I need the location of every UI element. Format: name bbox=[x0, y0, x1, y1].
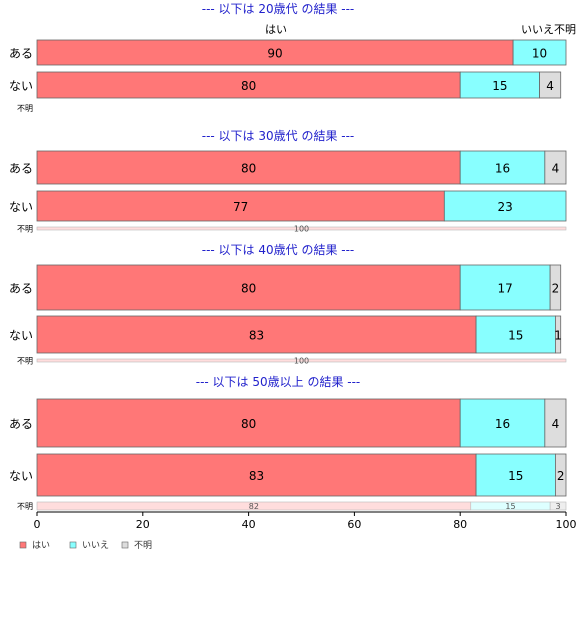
data-label: 4 bbox=[546, 79, 554, 93]
panel-title: --- 以下は 30歳代 の結果 --- bbox=[202, 129, 355, 143]
row-label: ない bbox=[9, 79, 33, 93]
data-label: 90 bbox=[267, 47, 282, 61]
row-label: 不明 bbox=[17, 104, 33, 113]
data-label: 15 bbox=[492, 79, 507, 93]
row-label: ある bbox=[9, 282, 33, 296]
panel-title: --- 以下は 20歳代 の結果 --- bbox=[202, 2, 355, 16]
data-label: 80 bbox=[241, 79, 256, 93]
data-label: 23 bbox=[498, 200, 513, 214]
data-label: 80 bbox=[241, 417, 256, 431]
data-label: 10 bbox=[532, 47, 547, 61]
bar-segment bbox=[555, 315, 562, 354]
bar-segment bbox=[36, 226, 567, 231]
bar-segment bbox=[36, 453, 477, 497]
x-tick-label: 0 bbox=[34, 518, 41, 531]
row-label: 不明 bbox=[17, 357, 33, 366]
data-label: 83 bbox=[249, 329, 264, 343]
data-label: 4 bbox=[552, 417, 560, 431]
legend: はい いいえ 不明 bbox=[19, 540, 152, 551]
header-label-yes: はい bbox=[265, 23, 287, 36]
legend-item: いいえ bbox=[69, 540, 109, 551]
chart-panel: --- 以下は 20歳代 の結果 --- ある 90 10 ない 80 15 4 不明 bbox=[9, 2, 567, 113]
panel-title: --- 以下は 50歳以上 の結果 --- bbox=[196, 375, 361, 389]
data-label: 100 bbox=[294, 225, 309, 234]
data-label: 4 bbox=[552, 162, 560, 176]
data-label: 16 bbox=[495, 417, 510, 431]
data-label: 82 bbox=[249, 502, 259, 511]
x-tick-label: 80 bbox=[453, 518, 467, 531]
data-label: 83 bbox=[249, 469, 264, 483]
legend-label: いいえ bbox=[82, 540, 109, 551]
x-axis: 0 20 40 60 80 100 bbox=[34, 511, 577, 531]
data-label: 1 bbox=[554, 329, 562, 343]
data-label: 77 bbox=[233, 200, 248, 214]
legend-swatch bbox=[121, 541, 129, 549]
bar-segment bbox=[36, 264, 461, 311]
legend-item: はい bbox=[19, 540, 50, 551]
bar-segment bbox=[555, 453, 567, 497]
data-label: 2 bbox=[552, 282, 560, 296]
x-tick-label: 40 bbox=[242, 518, 256, 531]
legend-swatch bbox=[19, 541, 27, 549]
row-label: ない bbox=[9, 200, 33, 214]
chart-panel: --- 以下は 50歳以上 の結果 --- ある 80 16 4 ない 83 15 2 不明 82 1… bbox=[9, 375, 567, 511]
x-tick-label: 100 bbox=[556, 518, 577, 531]
chart-panel: --- 以下は 30歳代 の結果 --- ある 80 16 4 ない 77 23 不明 100 bbox=[9, 129, 567, 234]
bar-segment bbox=[36, 358, 567, 363]
x-tick-label: 60 bbox=[347, 518, 361, 531]
bar-segment bbox=[36, 150, 461, 185]
row-label: ある bbox=[9, 417, 33, 431]
bar-segment bbox=[459, 264, 551, 311]
data-label: 100 bbox=[294, 357, 309, 366]
bar-segment bbox=[36, 71, 461, 99]
data-label: 15 bbox=[508, 469, 523, 483]
row-label: ある bbox=[9, 162, 33, 176]
legend-swatch bbox=[69, 541, 77, 549]
row-label: ない bbox=[9, 329, 33, 343]
data-label: 15 bbox=[508, 329, 523, 343]
legend-item: 不明 bbox=[121, 540, 152, 551]
legend-label: はい bbox=[32, 540, 50, 551]
data-label: 80 bbox=[241, 282, 256, 296]
row-label: 不明 bbox=[17, 502, 33, 511]
bar-segment bbox=[475, 315, 556, 354]
row-label: 不明 bbox=[17, 225, 33, 234]
row-label: ない bbox=[9, 469, 33, 483]
data-label: 17 bbox=[498, 282, 513, 296]
bar-segment bbox=[539, 71, 562, 99]
row-label: ある bbox=[9, 47, 33, 61]
bar-segment bbox=[544, 398, 567, 448]
chart-panel: --- 以下は 40歳代 の結果 --- ある 80 17 2 ない 83 15 1 不明 100 bbox=[9, 243, 567, 366]
data-label: 2 bbox=[557, 469, 565, 483]
header-label-no-unknown: いいえ不明 bbox=[521, 23, 576, 36]
bar-segment bbox=[36, 190, 445, 222]
data-label: 80 bbox=[241, 162, 256, 176]
x-tick-label: 20 bbox=[136, 518, 150, 531]
bar-segment bbox=[459, 150, 546, 185]
bar-segment bbox=[36, 39, 514, 66]
bar-segment bbox=[549, 264, 562, 311]
data-label: 3 bbox=[556, 502, 561, 511]
bar-segment bbox=[549, 501, 567, 511]
bar-segment bbox=[443, 190, 567, 222]
data-label: 15 bbox=[505, 502, 515, 511]
bar-segment bbox=[544, 150, 567, 185]
legend-label: 不明 bbox=[134, 540, 152, 551]
data-label: 16 bbox=[495, 162, 510, 176]
bar-segment bbox=[512, 39, 567, 66]
panel-title: --- 以下は 40歳代 の結果 --- bbox=[202, 243, 355, 257]
